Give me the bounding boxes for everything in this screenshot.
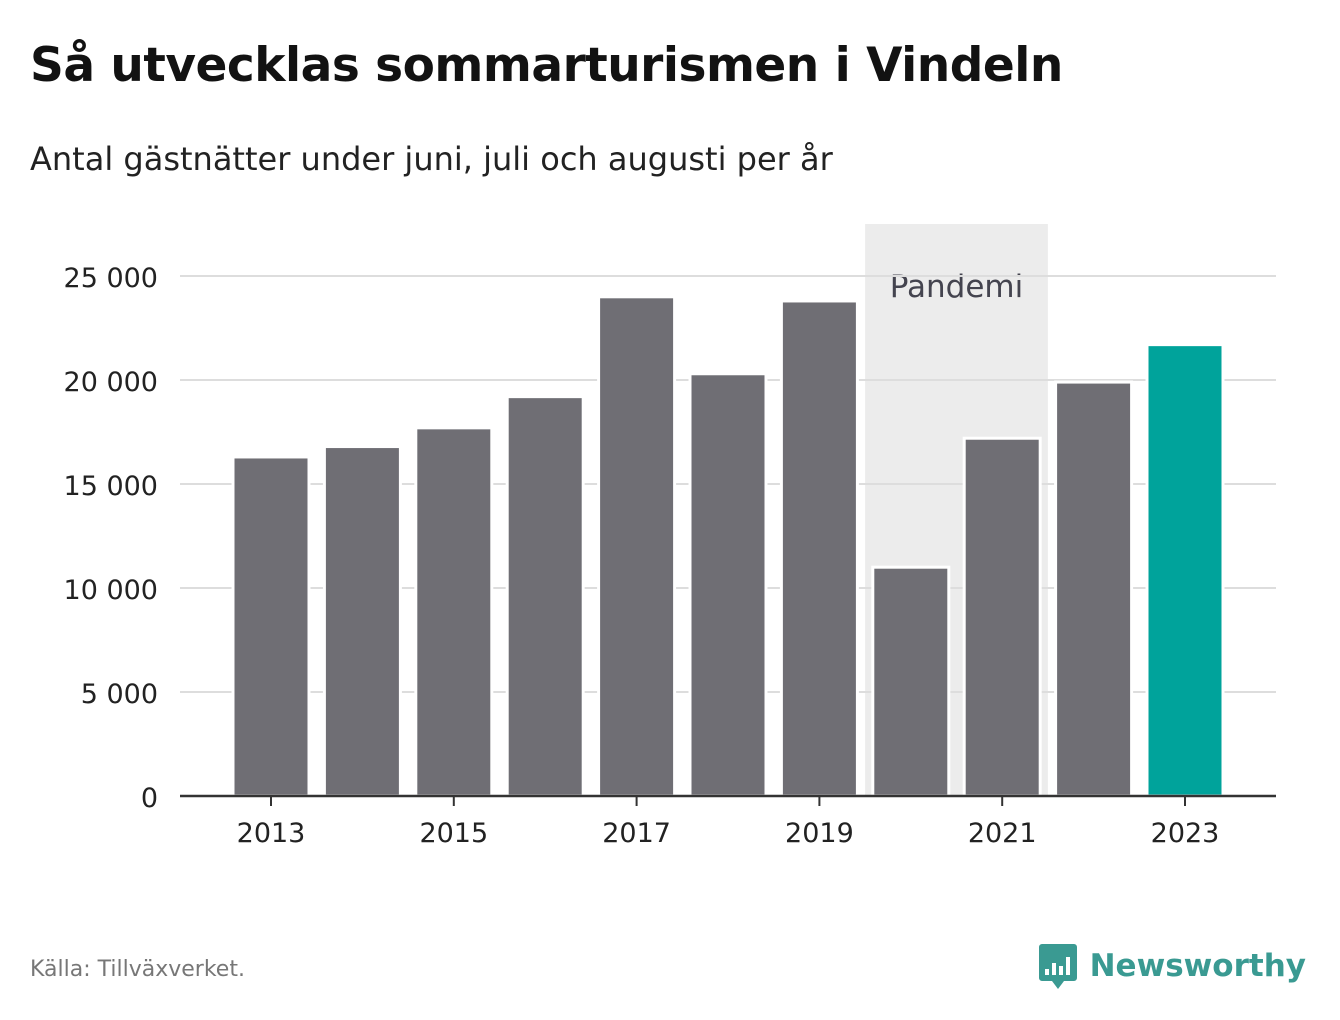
y-tick-label: 15 000 xyxy=(64,471,158,502)
bar-2018 xyxy=(688,372,768,798)
chart-subtitle: Antal gästnätter under juni, juli och au… xyxy=(30,140,833,178)
bar-2020 xyxy=(871,565,951,798)
bar-2015 xyxy=(414,426,494,798)
y-tick-label: 5 000 xyxy=(81,679,158,710)
x-tick-label: 2023 xyxy=(1151,818,1220,849)
bar-2013 xyxy=(231,455,311,798)
x-tick-label: 2013 xyxy=(237,818,306,849)
y-tick-label: 20 000 xyxy=(64,367,158,398)
x-tick-label: 2021 xyxy=(968,818,1037,849)
x-tick-label: 2017 xyxy=(602,818,671,849)
y-tick-label: 0 xyxy=(141,783,158,814)
bar-2017 xyxy=(597,295,677,798)
y-tick-label: 10 000 xyxy=(64,575,158,606)
source-note: Källa: Tillväxverket. xyxy=(30,957,245,982)
x-tick-label: 2019 xyxy=(785,818,854,849)
brand-name: Newsworthy xyxy=(1089,948,1306,984)
y-tick-label: 25 000 xyxy=(64,263,158,294)
bar-2022 xyxy=(1054,380,1134,798)
bar-2021 xyxy=(962,436,1042,798)
x-tick-label: 2015 xyxy=(419,818,488,849)
bar-2016 xyxy=(505,395,585,798)
newsworthy-chart-bubble-icon xyxy=(1038,944,1077,989)
chart-title: Så utvecklas sommarturismen i Vindeln xyxy=(30,38,1063,93)
newsworthy-logo: Newsworthy xyxy=(1038,942,1306,990)
bar-2019 xyxy=(779,299,859,798)
bar-2023 xyxy=(1145,343,1225,798)
bar-2014 xyxy=(322,445,402,798)
pandemic-label: Pandemi xyxy=(890,269,1024,305)
bar-chart: Pandemi 0 5 000 10 000 15 000 20 000 25 000 20… xyxy=(64,224,1276,849)
